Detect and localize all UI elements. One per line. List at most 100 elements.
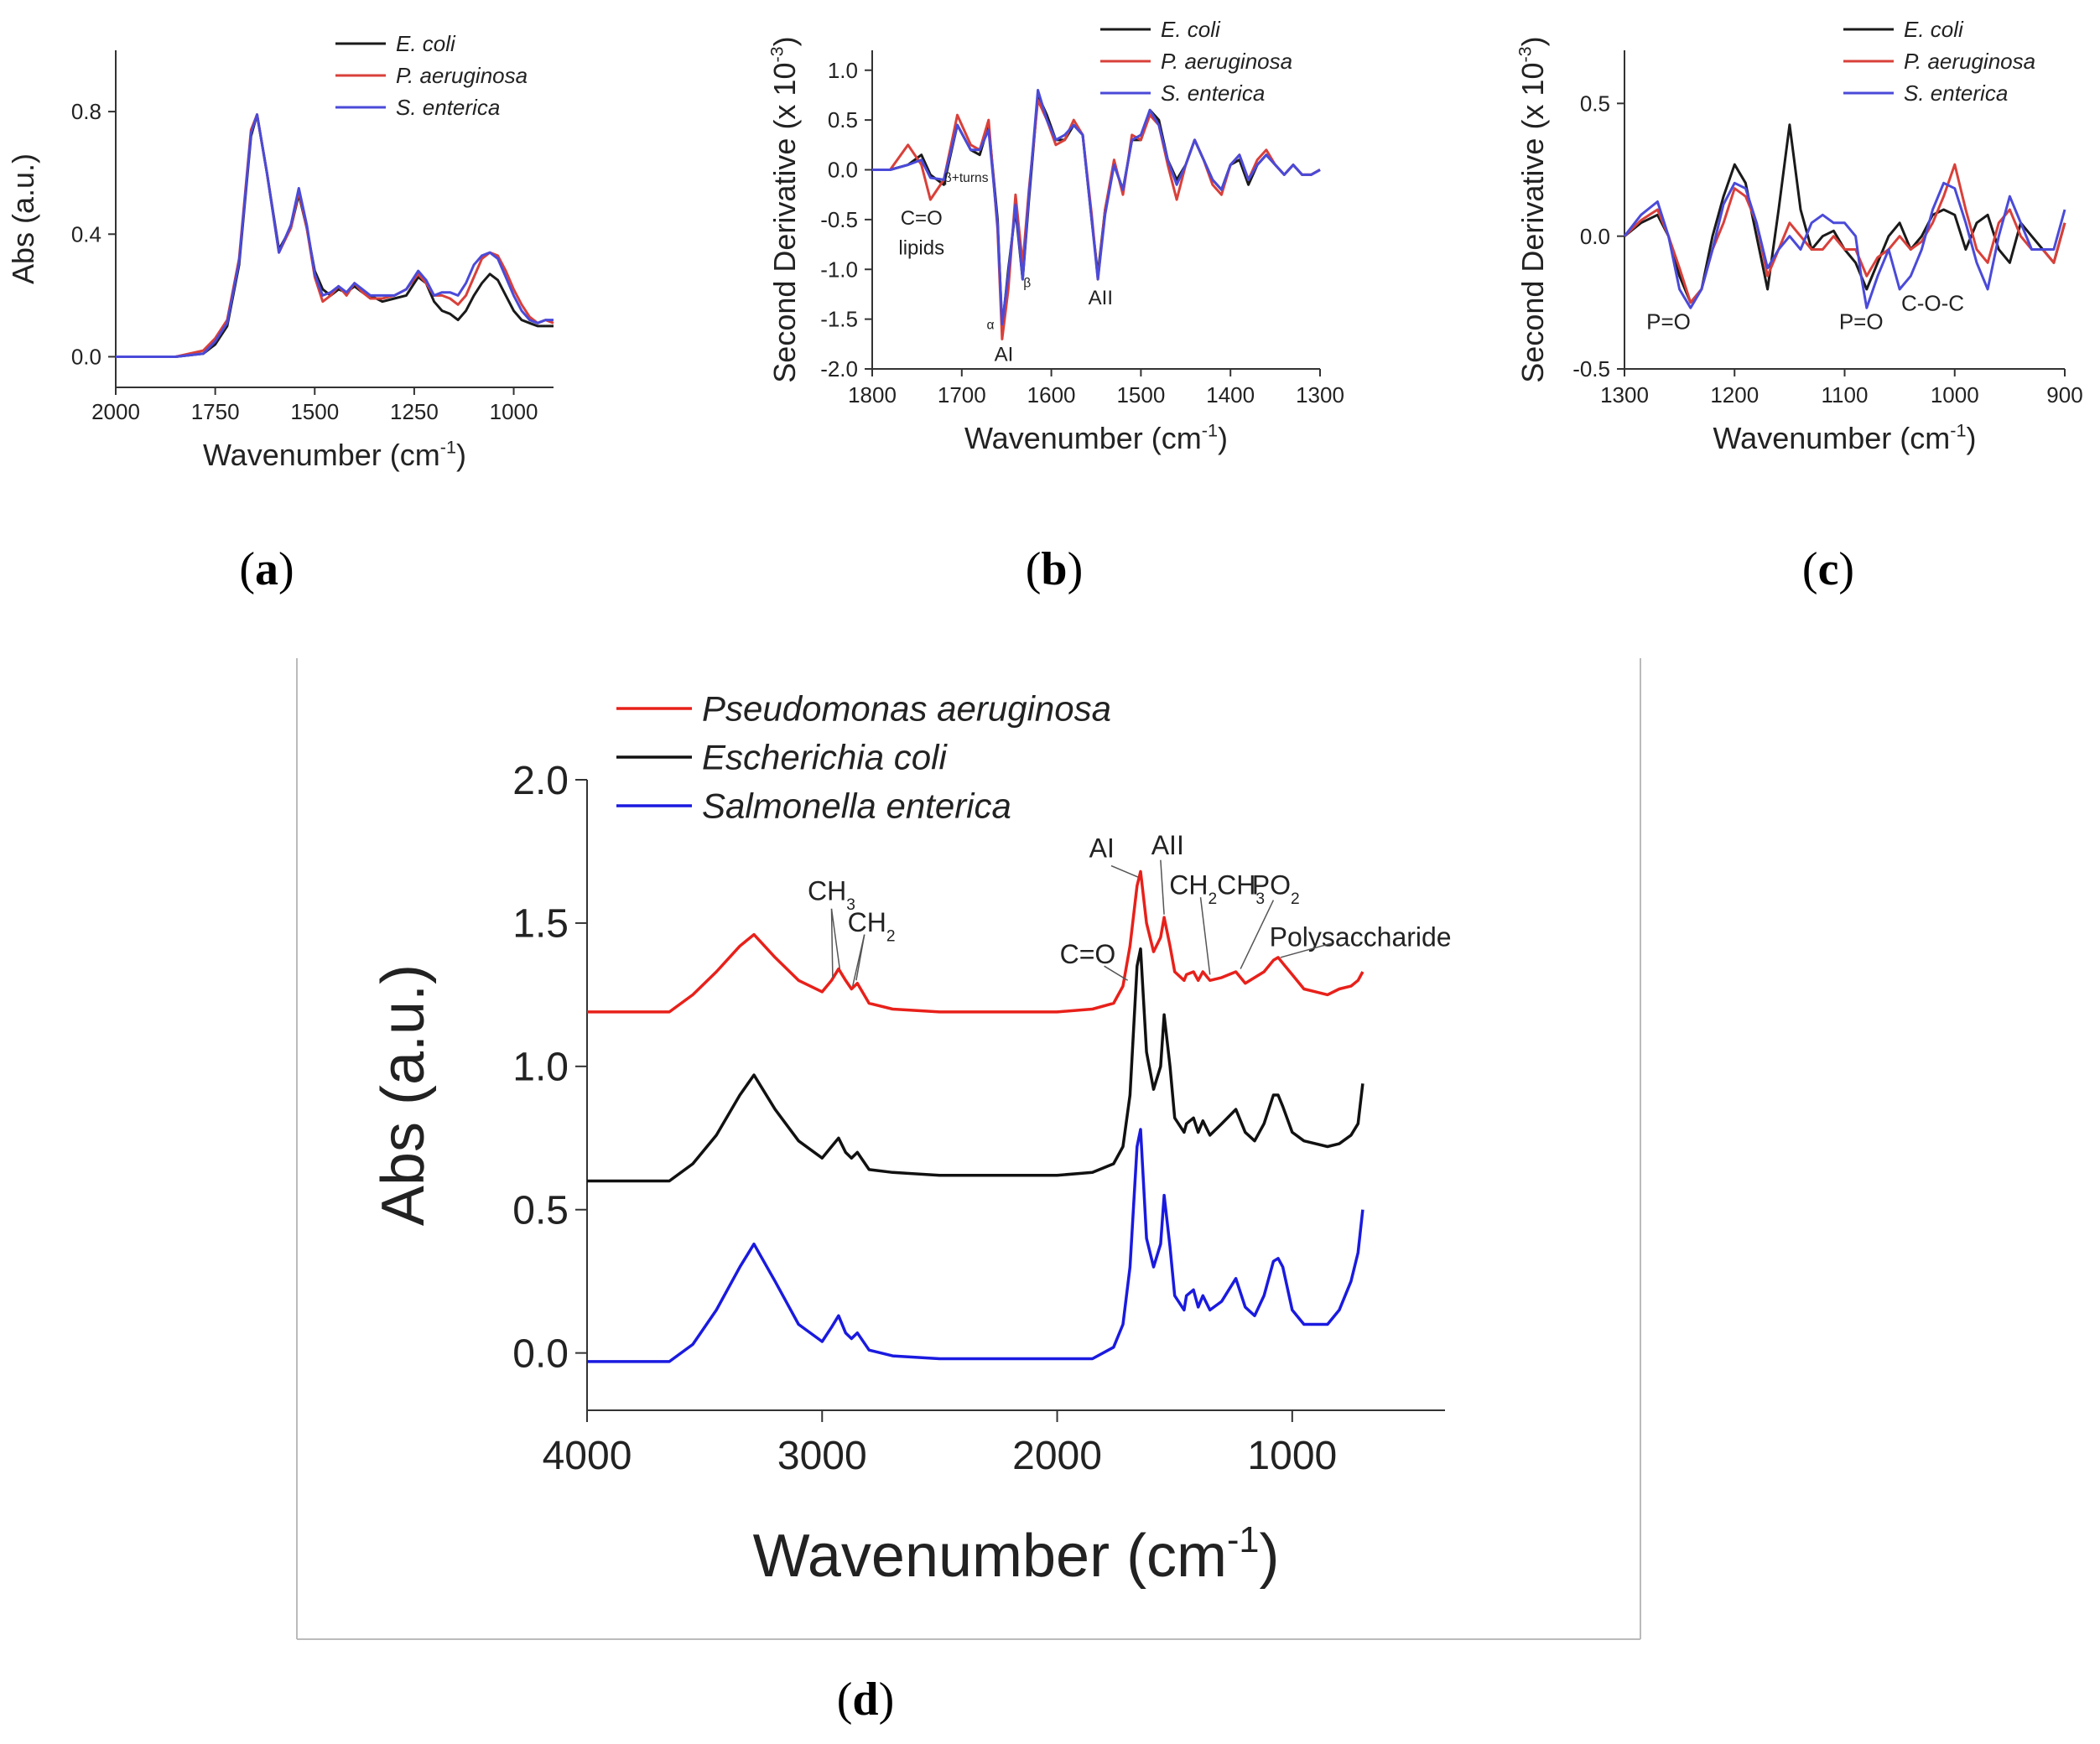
x-tick-label: 1100 (1822, 382, 1869, 407)
x-axis-title-sup: -1 (1202, 420, 1218, 441)
legend-label: Escherichia coli (702, 738, 948, 777)
y-axis-title: Second Derivative (x 10-3) (1515, 36, 1550, 382)
annotation-text2: CH (1217, 870, 1255, 901)
y-tick-label: 0.0 (512, 1331, 569, 1376)
x-tick-label: 1000 (1931, 382, 1979, 407)
y-tick-label: -2.0 (820, 356, 858, 382)
annotation-text: C=O (1060, 939, 1116, 969)
annotation-text: β+turns (944, 171, 989, 185)
annotation: Polysaccharide (1270, 921, 1452, 952)
x-tick-label: 1600 (1027, 382, 1076, 407)
y-tick-label: 0.0 (71, 345, 101, 370)
annotation-text: lipids (898, 236, 944, 259)
x-axis-title: Wavenumber (cm-1) (1713, 420, 1977, 455)
annotation-sub: 2 (886, 927, 896, 945)
y-axis-title: Abs (a.u.) (370, 964, 437, 1226)
panel-c: 1300 1200 1100 1000 900 0.5 0.0 -0.5 Wavenumber … (1515, 17, 2083, 455)
series-line-0 (1624, 123, 2066, 304)
x-tick-label: 3000 (777, 1434, 867, 1478)
panel-label-c: (c) (1802, 543, 1854, 595)
annotation-text: AI (1089, 833, 1115, 863)
x-tick-label: 1800 (848, 382, 897, 407)
y-axis-title-text: Second Derivative (x 10 (767, 63, 802, 383)
annotation-leader (1280, 942, 1333, 958)
panel-d: 4000 3000 2000 1000 2.0 1.5 1.0 0.5 0.0 Wavenumbe… (370, 689, 1452, 1590)
legend-label: P. aeruginosa (1161, 49, 1292, 74)
x-tick-label: 1700 (938, 382, 986, 407)
x-axis-title-text: Wavenumber (cm (1713, 421, 1951, 455)
series-line-2 (587, 1128, 1364, 1363)
series-line-1 (587, 947, 1364, 1183)
annotation: AII (1089, 287, 1113, 309)
annotation-text: AII (1089, 287, 1113, 309)
annotation-sub: 2 (1208, 890, 1217, 908)
y-tick-label: 0.5 (512, 1189, 569, 1233)
y-axis-title-close: ) (767, 36, 802, 46)
x-axis-title: Wavenumber (cm-1) (203, 437, 466, 472)
legend-label: E. coli (1161, 17, 1221, 42)
annotation-leader (855, 934, 865, 981)
y-axis-title: Second Derivative (x 10-3) (767, 36, 802, 382)
y-tick-label: 1.0 (828, 58, 858, 83)
legend-label: P. aeruginosa (396, 63, 528, 88)
x-axis-title: Wavenumber (cm-1) (753, 1520, 1280, 1590)
y-axis-title-text: Abs (a.u.) (370, 964, 437, 1226)
x-tick-label: 1500 (1116, 382, 1165, 407)
annotation-leader (830, 908, 834, 978)
annotation-text: AI (995, 344, 1014, 366)
y-axis-title-sup: -3 (1515, 46, 1536, 62)
y-axis-title-text: Abs (a.u.) (6, 153, 40, 284)
annotation: C-O-C (1901, 290, 1964, 315)
y-tick-label: -1.0 (820, 257, 858, 282)
y-axis-title-close: ) (1515, 36, 1550, 46)
x-tick-label: 1250 (390, 399, 439, 424)
x-tick-label: 1200 (1710, 382, 1759, 407)
annotation: C=O (1060, 939, 1116, 969)
y-tick-label: 0.0 (1580, 224, 1610, 249)
x-tick-label: 1750 (191, 399, 240, 424)
x-axis-title-text: Wavenumber (cm (753, 1523, 1227, 1590)
x-tick-label: 2000 (91, 399, 140, 424)
annotation-text: AII (1151, 830, 1184, 860)
x-axis-title: Wavenumber (cm-1) (964, 420, 1228, 455)
annotation-text: P=O (1646, 309, 1691, 335)
legend-label: Salmonella enterica (702, 786, 1011, 826)
annotation-sub: 3 (846, 896, 855, 914)
annotation-text: P=O (1839, 309, 1884, 335)
x-axis-title-text: Wavenumber (cm (203, 438, 440, 472)
series-line-2 (1623, 181, 2066, 309)
annotation: AI (1089, 833, 1115, 863)
x-tick-label: 1500 (290, 399, 339, 424)
x-axis-title-close: ) (1259, 1523, 1279, 1590)
annotation-text: CH (848, 907, 886, 937)
panel-a: 2000 1750 1500 1250 1000 0.0 0.4 0.8 Wavenumber … (6, 31, 554, 472)
x-axis-title-sup: -1 (1227, 1520, 1259, 1560)
x-tick-label: 1000 (490, 399, 538, 424)
annotation: α (986, 319, 994, 333)
annotation-sub: 2 (1291, 890, 1300, 908)
annotation: P=O (1839, 309, 1884, 335)
x-tick-label: 1300 (1600, 382, 1649, 407)
x-tick-label: 1300 (1296, 382, 1344, 407)
y-axis-title-sup: -3 (767, 46, 788, 62)
y-tick-label: 1.5 (512, 902, 569, 947)
annotation-leader (1240, 900, 1275, 969)
x-tick-label: 900 (2046, 382, 2082, 407)
legend-label: S. enterica (1161, 80, 1265, 106)
annotation-text: PO (1252, 870, 1291, 901)
legend-label: S. enterica (396, 95, 500, 120)
annotation-leader (1104, 965, 1129, 981)
panel-label-b: (b) (1026, 543, 1083, 595)
legend-label: E. coli (396, 31, 456, 56)
x-tick-label: 4000 (543, 1434, 632, 1478)
y-axis-title-text: Second Derivative (x 10 (1515, 63, 1550, 383)
x-axis-title-close: ) (456, 438, 466, 472)
annotation-leader (1110, 864, 1139, 878)
series-line-2 (872, 89, 1321, 326)
x-tick-label: 1000 (1247, 1434, 1337, 1478)
annotation-sub2: 3 (1255, 890, 1265, 908)
series-line-2 (116, 113, 554, 358)
annotation: CH2CH3 (1169, 870, 1265, 908)
